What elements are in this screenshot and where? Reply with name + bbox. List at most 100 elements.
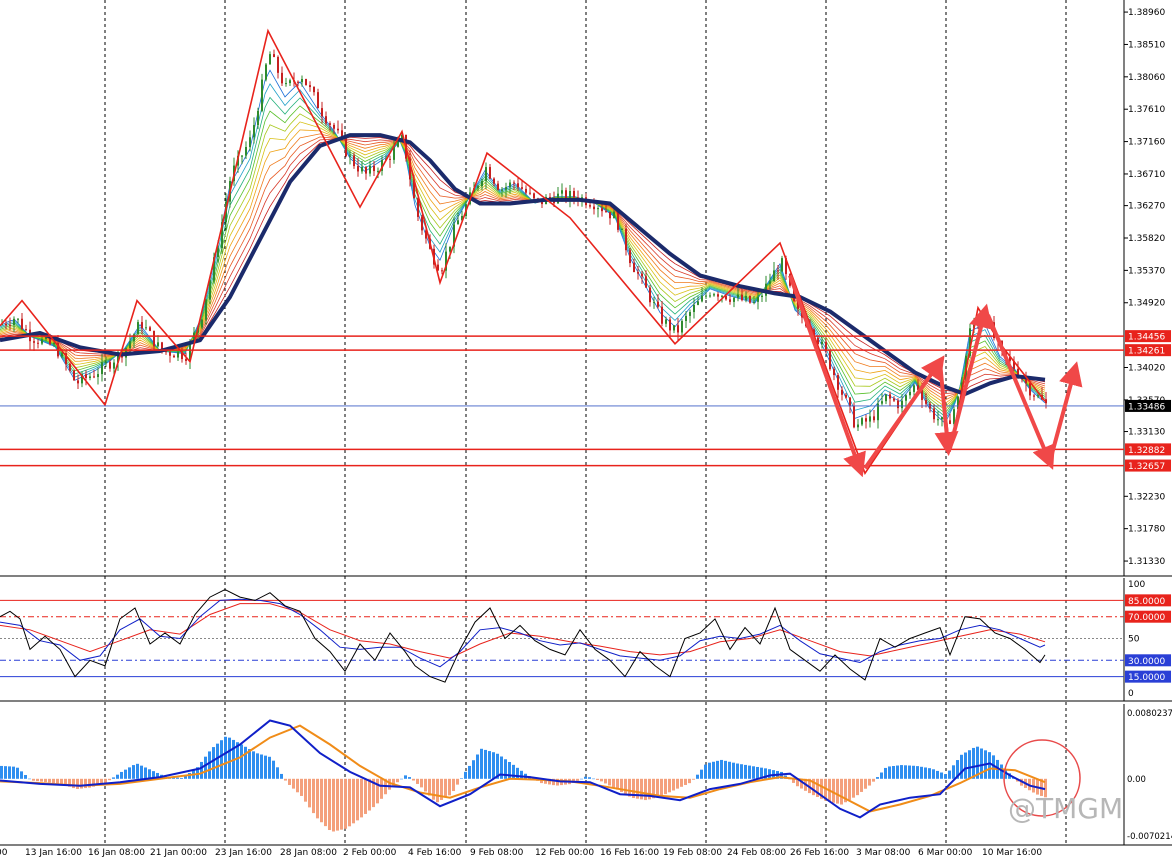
macd-histogram-bar <box>836 778 839 804</box>
time-axis-label: 9 Feb 08:00 <box>470 848 524 858</box>
macd-histogram-bar <box>664 778 667 795</box>
macd-histogram-bar <box>952 765 955 779</box>
stoch-axis-label: 100 <box>1128 580 1145 590</box>
macd-histogram-bar <box>356 778 359 821</box>
candle-body <box>517 183 519 188</box>
candle-body <box>681 320 683 333</box>
macd-histogram-bar <box>716 760 719 779</box>
candle-body <box>149 327 151 331</box>
time-axis-label: 24 Feb 08:00 <box>727 848 786 858</box>
candle-body <box>313 87 315 93</box>
time-axis-label: 26 Feb 16:00 <box>790 848 849 858</box>
macd-axis-label: 0.00 <box>1127 775 1146 785</box>
candle-body <box>793 285 795 301</box>
macd-histogram-bar <box>944 774 947 779</box>
candle-body <box>205 299 207 320</box>
macd-histogram-bar <box>296 778 299 793</box>
candle-body <box>249 137 251 147</box>
candle-body <box>889 394 891 399</box>
macd-histogram-bar <box>548 778 551 785</box>
price-level-tag <box>1125 344 1171 357</box>
macd-histogram-bar <box>752 766 755 779</box>
macd-histogram-bar <box>540 778 543 784</box>
candle-body <box>357 166 359 172</box>
candle-body <box>9 325 11 327</box>
macd-histogram-bar <box>172 777 175 779</box>
macd-histogram-bar <box>824 778 827 801</box>
highlight-circle <box>1003 739 1081 817</box>
candle-body <box>53 342 55 345</box>
macd-histogram-bar <box>924 767 927 779</box>
macd-histogram-bar <box>312 778 315 814</box>
candle-body <box>601 208 603 212</box>
price-tick-label: 1.37610 <box>1128 105 1165 115</box>
thick-moving-average <box>0 133 1046 397</box>
macd-histogram-bar <box>16 767 19 779</box>
price-tick-label: 1.38510 <box>1128 40 1165 50</box>
candle-body <box>369 165 371 174</box>
candle-body <box>401 134 403 141</box>
macd-histogram-bar <box>472 760 475 779</box>
price-tick-label: 1.36270 <box>1128 202 1165 212</box>
macd-histogram-bar <box>876 777 879 779</box>
stoch-k-line <box>0 588 1046 683</box>
stoch-level-label: 85.0000 <box>1128 597 1165 607</box>
candle-body <box>969 328 971 356</box>
candle-body <box>645 276 647 288</box>
macd-histogram-bar <box>720 759 723 779</box>
price-level-tag <box>1125 443 1171 456</box>
macd-histogram-bar <box>684 778 687 785</box>
candle-body <box>117 351 119 363</box>
macd-histogram-bar <box>420 778 423 788</box>
price-tick-label: 1.34920 <box>1128 299 1165 309</box>
macd-histogram-bar <box>796 778 799 787</box>
macd-histogram-bar <box>736 763 739 779</box>
macd-histogram-bar <box>1004 769 1007 779</box>
macd-histogram-bar <box>728 761 731 779</box>
macd-histogram-bar <box>740 764 743 779</box>
candle-body <box>113 362 115 369</box>
candle-body <box>841 389 843 395</box>
price-tick-label: 1.35820 <box>1128 234 1165 244</box>
candle-body <box>441 270 443 272</box>
candle-body <box>177 351 179 358</box>
macd-histogram-bar <box>632 778 635 799</box>
macd-histogram-bar <box>268 756 271 779</box>
macd-histogram-bar <box>936 770 939 779</box>
macd-histogram-bar <box>212 747 215 779</box>
candle-body <box>1013 360 1015 369</box>
candle-body <box>521 187 523 189</box>
candle-body <box>753 301 755 303</box>
time-axis-label: 6 Mar 00:00 <box>918 848 973 858</box>
candle-body <box>869 416 871 422</box>
axis-layer: 1.38960 1.38510 1.38060 1.37610 1.37160 1.367… <box>0 8 1165 858</box>
macd-histogram-bar <box>520 770 523 779</box>
candle-body <box>917 385 919 390</box>
candle-body <box>797 300 799 309</box>
candle-body <box>677 325 679 333</box>
candle-body <box>413 179 415 199</box>
price-tick-label: 1.32230 <box>1128 492 1165 502</box>
price-levels-layer: 1.34456 1.34261 1.33486 1.32882 1.32657 <box>0 330 1171 472</box>
candle-body <box>161 342 163 352</box>
trend-arrow <box>986 314 1055 470</box>
macd-histogram-bar <box>248 749 251 779</box>
candle-body <box>321 108 323 117</box>
macd-histogram-bar <box>856 778 859 796</box>
candle-body <box>381 160 383 171</box>
candle-body <box>1025 379 1027 384</box>
macd-histogram-bar <box>288 778 291 785</box>
candle-body <box>421 216 423 231</box>
macd-histogram-bar <box>556 778 559 786</box>
candle-body <box>393 146 395 160</box>
macd-histogram-bar <box>284 778 287 781</box>
macd-histogram-bar <box>360 778 363 818</box>
candle-body <box>693 304 695 313</box>
macd-histogram-bar <box>336 778 339 831</box>
candle-body <box>365 167 367 174</box>
macd-histogram-bar <box>40 778 43 782</box>
candle-body <box>861 418 863 425</box>
candle-body <box>165 351 167 353</box>
candle-body <box>193 332 195 342</box>
